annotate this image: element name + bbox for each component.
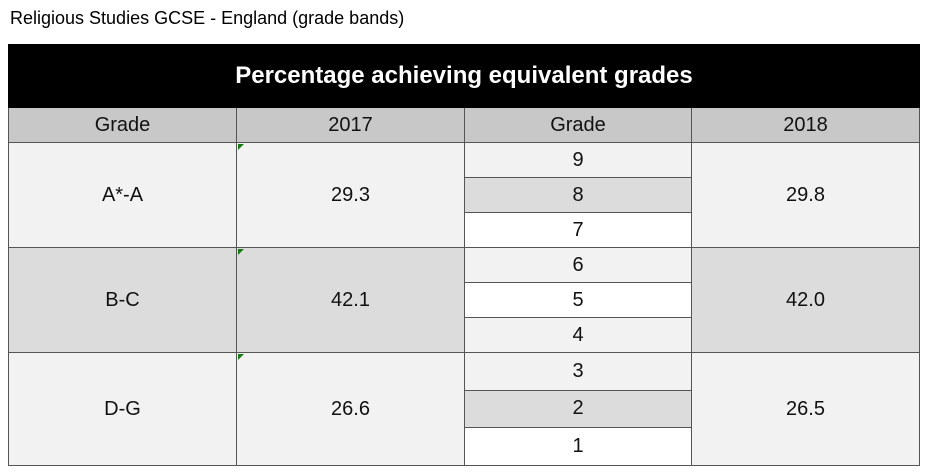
grade: 6 [465,248,692,283]
column-header: Grade [8,108,237,143]
page-title: Religious Studies GCSE - England (grade … [10,8,405,28]
value-2018: 29.8 [692,143,920,248]
value-2018: 42.0 [692,248,920,353]
column-header: Grade [465,108,692,143]
grade-band: B-C [8,248,237,353]
cell-marker [238,354,244,360]
grade: 4 [465,318,692,353]
value-2017: 26.6 [237,353,465,466]
cell-marker [238,144,244,150]
value-2017: 42.1 [237,248,465,353]
cell-marker [238,249,244,255]
grade: 2 [465,390,692,429]
grade: 7 [465,213,692,248]
value-2017: 29.3 [237,143,465,248]
table: Percentage achieving equivalent grades G… [8,44,920,466]
grade: 3 [465,353,692,391]
table-caption: Percentage achieving equivalent grades [8,44,920,108]
grade: 9 [465,143,692,178]
grade: 5 [465,283,692,318]
grade: 8 [465,178,692,213]
grade: 1 [465,428,692,466]
grade-band: A*-A [8,143,237,248]
grade-band: D-G [8,353,237,466]
value-2018: 26.5 [692,353,920,466]
column-header: 2018 [692,108,920,143]
column-header: 2017 [237,108,465,143]
